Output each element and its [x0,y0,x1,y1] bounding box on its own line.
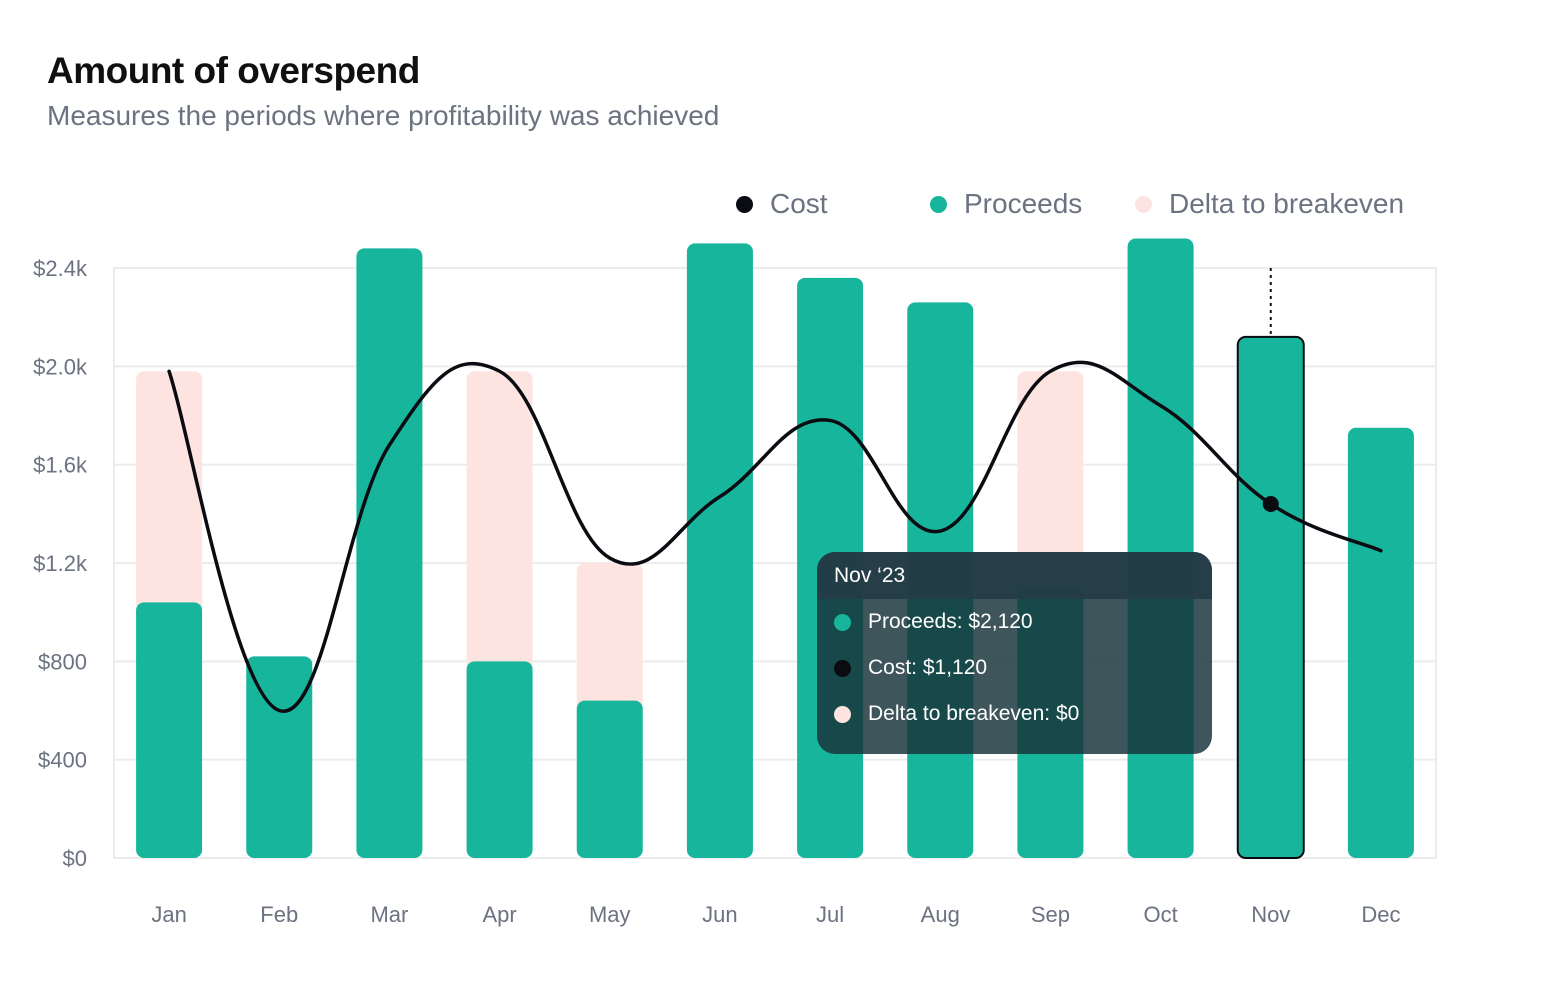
tooltip-delta-text: Delta to breakeven: $0 [868,702,1080,725]
delta-bar-may[interactable] [576,563,643,711]
x-tick-label-aug: Aug [921,902,960,927]
tooltip-proceeds-text: Proceeds: $2,120 [868,610,1033,633]
y-tick-label: $800 [38,649,87,674]
proceeds-legend-dot [930,195,947,213]
proceeds-dot-icon [834,613,851,631]
proceeds-bar-apr[interactable] [466,661,533,858]
cost-legend-dot [736,195,753,213]
delta-bar-jan[interactable] [136,371,203,613]
tooltip-title: Nov ‘23 [817,552,1212,599]
tooltip: Nov ‘23 Proceeds: $2,120 Cost: $1,120 De… [817,552,1212,754]
proceeds-bar-feb[interactable] [246,656,313,858]
chart-subtitle: Measures the periods where profitability… [47,100,720,131]
proceeds-bar-oct[interactable] [1127,238,1194,859]
x-tick-label-nov: Nov [1251,902,1290,927]
proceeds-bar-nov[interactable] [1236,335,1305,860]
legend-item-cost[interactable]: Cost [736,184,828,224]
delta-bar-apr[interactable] [466,371,533,672]
y-tick-label: $400 [38,748,87,773]
tooltip-row-delta: Delta to breakeven: $0 [817,691,1212,737]
y-tick-label: $0 [63,846,87,871]
y-tick-label: $1.2k [33,551,88,576]
legend-item-proceeds[interactable]: Proceeds [930,184,1082,224]
tooltip-cost-text: Cost: $1,120 [868,656,988,679]
legend-item-delta[interactable]: Delta to breakeven [1135,184,1404,224]
y-tick-label: $2.4k [33,256,88,281]
cost-point-nov[interactable] [1262,496,1279,512]
legend-label-proceeds: Proceeds [964,188,1083,219]
y-tick-label: $1.6k [33,453,88,478]
cost-line [167,360,1383,713]
proceeds-bar-may[interactable] [576,700,643,858]
legend-label-delta: Delta to breakeven [1169,188,1405,219]
x-tick-label-feb: Feb [260,902,298,927]
x-tick-label-jun: Jun [702,902,737,927]
x-tick-label-may: May [589,902,631,927]
delta-bar-sep[interactable] [1017,371,1084,598]
x-tick-label-sep: Sep [1031,902,1070,927]
x-tick-label-oct: Oct [1143,902,1177,927]
proceeds-bar-jan[interactable] [136,602,203,858]
proceeds-bar-dec[interactable] [1347,427,1414,858]
x-tick-label-dec: Dec [1361,902,1400,927]
x-tick-label-apr: Apr [482,902,516,927]
delta-legend-dot [1135,195,1152,213]
tooltip-row-cost: Cost: $1,120 [817,645,1212,691]
x-tick-label-jan: Jan [151,902,186,927]
proceeds-bar-jun[interactable] [686,243,753,858]
proceeds-bar-mar[interactable] [356,248,423,859]
legend: Cost Proceeds Delta to breakeven [0,184,1548,224]
legend-label-cost: Cost [770,188,828,219]
y-tick-label: $2.0k [33,354,88,379]
delta-dot-icon [834,705,851,723]
x-tick-label-jul: Jul [816,902,844,927]
cost-dot-icon [834,659,851,677]
chart-title: Amount of overspend [47,50,420,91]
tooltip-row-proceeds: Proceeds: $2,120 [817,599,1212,645]
x-tick-label-mar: Mar [370,902,408,927]
